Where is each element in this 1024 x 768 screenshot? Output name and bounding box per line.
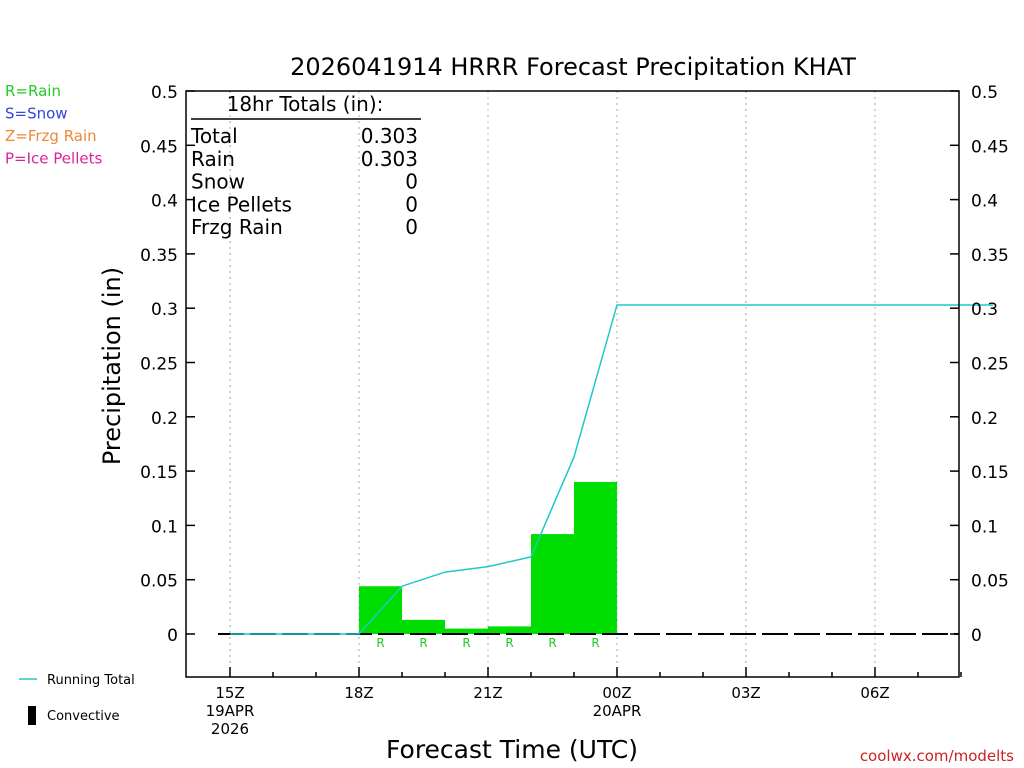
y-tick-label-left: 0.1 xyxy=(151,517,178,537)
y-tick-label-left: 0.2 xyxy=(151,409,178,429)
x-tick-label: 18Z xyxy=(344,684,373,702)
precip-type-legend-item: R=Rain xyxy=(5,82,61,100)
totals-row-value: 0.303 xyxy=(361,147,418,171)
precip-type-label: R xyxy=(505,636,513,650)
precip-bar xyxy=(531,534,574,634)
precip-type-label: R xyxy=(376,636,384,650)
y-tick-label-left: 0.45 xyxy=(140,137,178,157)
precip-type-label: R xyxy=(548,636,556,650)
y-tick-label-left: 0 xyxy=(167,626,178,646)
precip-bar xyxy=(574,481,617,634)
precip-bar xyxy=(488,626,531,634)
precip-type-label: R xyxy=(591,636,599,650)
y-tick-label-left: 0.3 xyxy=(151,300,178,320)
precip-type-legend-item: P=Ice Pellets xyxy=(5,150,102,168)
y-tick-label-right: 0.1 xyxy=(971,517,998,537)
precip-bar xyxy=(445,628,488,634)
totals-row-value: 0 xyxy=(405,170,418,194)
y-tick-label-right: 0.25 xyxy=(971,355,1009,375)
precip-bars xyxy=(359,481,617,634)
totals-box: 18hr Totals (in): Total 0.303 Rain 0.303 Sno… xyxy=(190,92,421,239)
y-tick-label-right: 0.5 xyxy=(971,83,998,103)
x-tick-label: 03Z xyxy=(731,684,760,702)
y-tick-label-right: 0.3 xyxy=(971,300,998,320)
totals-row-label: Frzg Rain xyxy=(191,215,283,239)
x-axis-label: Forecast Time (UTC) xyxy=(386,735,638,764)
grid-lines xyxy=(229,91,876,677)
totals-header: 18hr Totals (in): xyxy=(227,92,384,116)
footer-credit: coolwx.com/modelts xyxy=(860,747,1014,765)
precip-type-label: R xyxy=(419,636,427,650)
y-axis-label: Precipitation (in) xyxy=(98,267,126,465)
precip-type-label: R xyxy=(462,636,470,650)
y-tick-label-left: 0.5 xyxy=(151,83,178,103)
y-tick-label-left: 0.35 xyxy=(140,246,178,266)
y-axis-left: 0 0.05 0.1 0.15 0.2 0.25 0.3 0.35 0.4 0.45 0.5 xyxy=(140,83,195,646)
y-tick-label-right: 0.2 xyxy=(971,409,998,429)
y-axis-right: 0 0.05 0.1 0.15 0.2 0.25 0.3 0.35 0.4 0.45 0.5 xyxy=(950,83,1009,646)
precip-type-legend-item: Z=Frzg Rain xyxy=(5,127,97,145)
x-tick-label: 2026 xyxy=(211,720,249,738)
y-tick-label-left: 0.4 xyxy=(151,192,178,212)
totals-row-value: 0 xyxy=(405,192,418,216)
x-tick-label: 06Z xyxy=(860,684,889,702)
y-tick-label-right: 0.4 xyxy=(971,192,998,212)
convective-legend-icon xyxy=(28,706,36,725)
plot-frame xyxy=(185,90,960,678)
precip-bar xyxy=(402,619,445,634)
precip-type-legend: R=Rain S=Snow Z=Frzg Rain P=Ice Pellets xyxy=(5,82,102,168)
chart-title: 2026041914 HRRR Forecast Precipitation K… xyxy=(290,53,856,81)
totals-row-label: Rain xyxy=(191,147,235,171)
x-tick-label: 15Z xyxy=(215,684,244,702)
totals-row-value: 0.303 xyxy=(361,124,418,148)
x-tick-label: 00Z xyxy=(602,684,631,702)
y-tick-label-right: 0.35 xyxy=(971,246,1009,266)
x-tick-label: 19APR xyxy=(206,702,255,720)
totals-row-label: Snow xyxy=(191,170,245,194)
y-tick-label-left: 0.05 xyxy=(140,572,178,592)
x-tick-label: 21Z xyxy=(473,684,502,702)
series-legend: Running Total Convective xyxy=(19,673,135,725)
totals-row-value: 0 xyxy=(405,215,418,239)
series-legend-label: Convective xyxy=(47,709,120,724)
totals-row-label: Ice Pellets xyxy=(191,192,292,216)
running-total-line xyxy=(230,304,994,635)
totals-row-label: Total xyxy=(190,124,238,148)
y-tick-label-left: 0.25 xyxy=(140,355,178,375)
y-tick-label-right: 0.15 xyxy=(971,463,1009,483)
y-tick-label-right: 0.45 xyxy=(971,137,1009,157)
y-tick-label-right: 0 xyxy=(971,626,982,646)
series-legend-label: Running Total xyxy=(47,673,135,688)
precip-type-legend-item: S=Snow xyxy=(5,105,68,123)
x-tick-label: 20APR xyxy=(593,702,642,720)
y-tick-label-right: 0.05 xyxy=(971,572,1009,592)
totals-rows: Total 0.303 Rain 0.303 Snow 0 Ice Pellets 0 Frzg… xyxy=(190,124,418,239)
y-tick-label-left: 0.15 xyxy=(140,463,178,483)
